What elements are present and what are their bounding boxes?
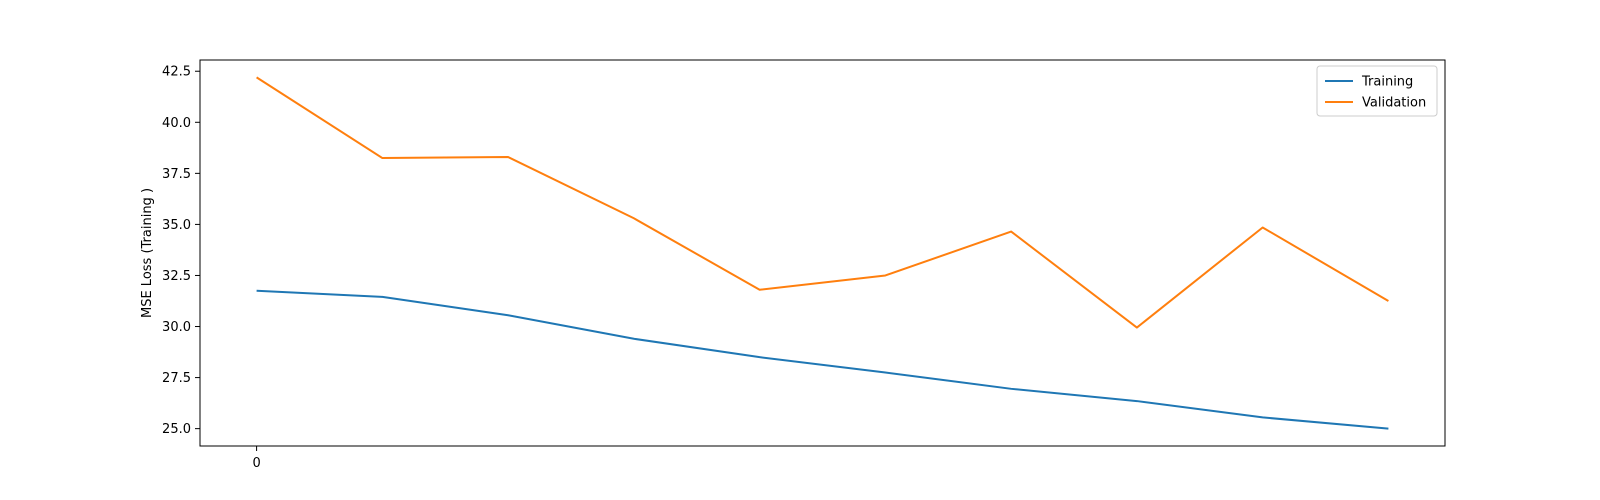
axes-layer: 25.0 27.5 30.0 32.5 35.0 37.5 40.0 42.5 0 MSE Los… (140, 59, 1446, 471)
y-tick-label: 27.5 (162, 371, 191, 386)
legend-label-training: Training (1361, 75, 1413, 90)
series-line-validation (256, 76, 1389, 329)
x-tick-label: 0 (252, 456, 260, 471)
y-tick-label: 40.0 (162, 116, 191, 131)
legend-box (1316, 65, 1438, 117)
series-line-training (256, 289, 1389, 430)
y-tick-label: 25.0 (162, 422, 191, 437)
plot-frame (199, 59, 1446, 447)
y-tick-label: 35.0 (162, 218, 191, 233)
legend: Training Validation (1316, 65, 1438, 117)
y-axis-label: MSE Loss (Training ) (140, 188, 155, 318)
y-tick-label: 30.0 (162, 320, 191, 335)
plot-layer (256, 76, 1389, 430)
y-tick-label: 42.5 (162, 65, 191, 80)
y-tick-label: 37.5 (162, 167, 191, 182)
legend-label-validation: Validation (1362, 96, 1426, 111)
y-tick-label: 32.5 (162, 269, 191, 284)
